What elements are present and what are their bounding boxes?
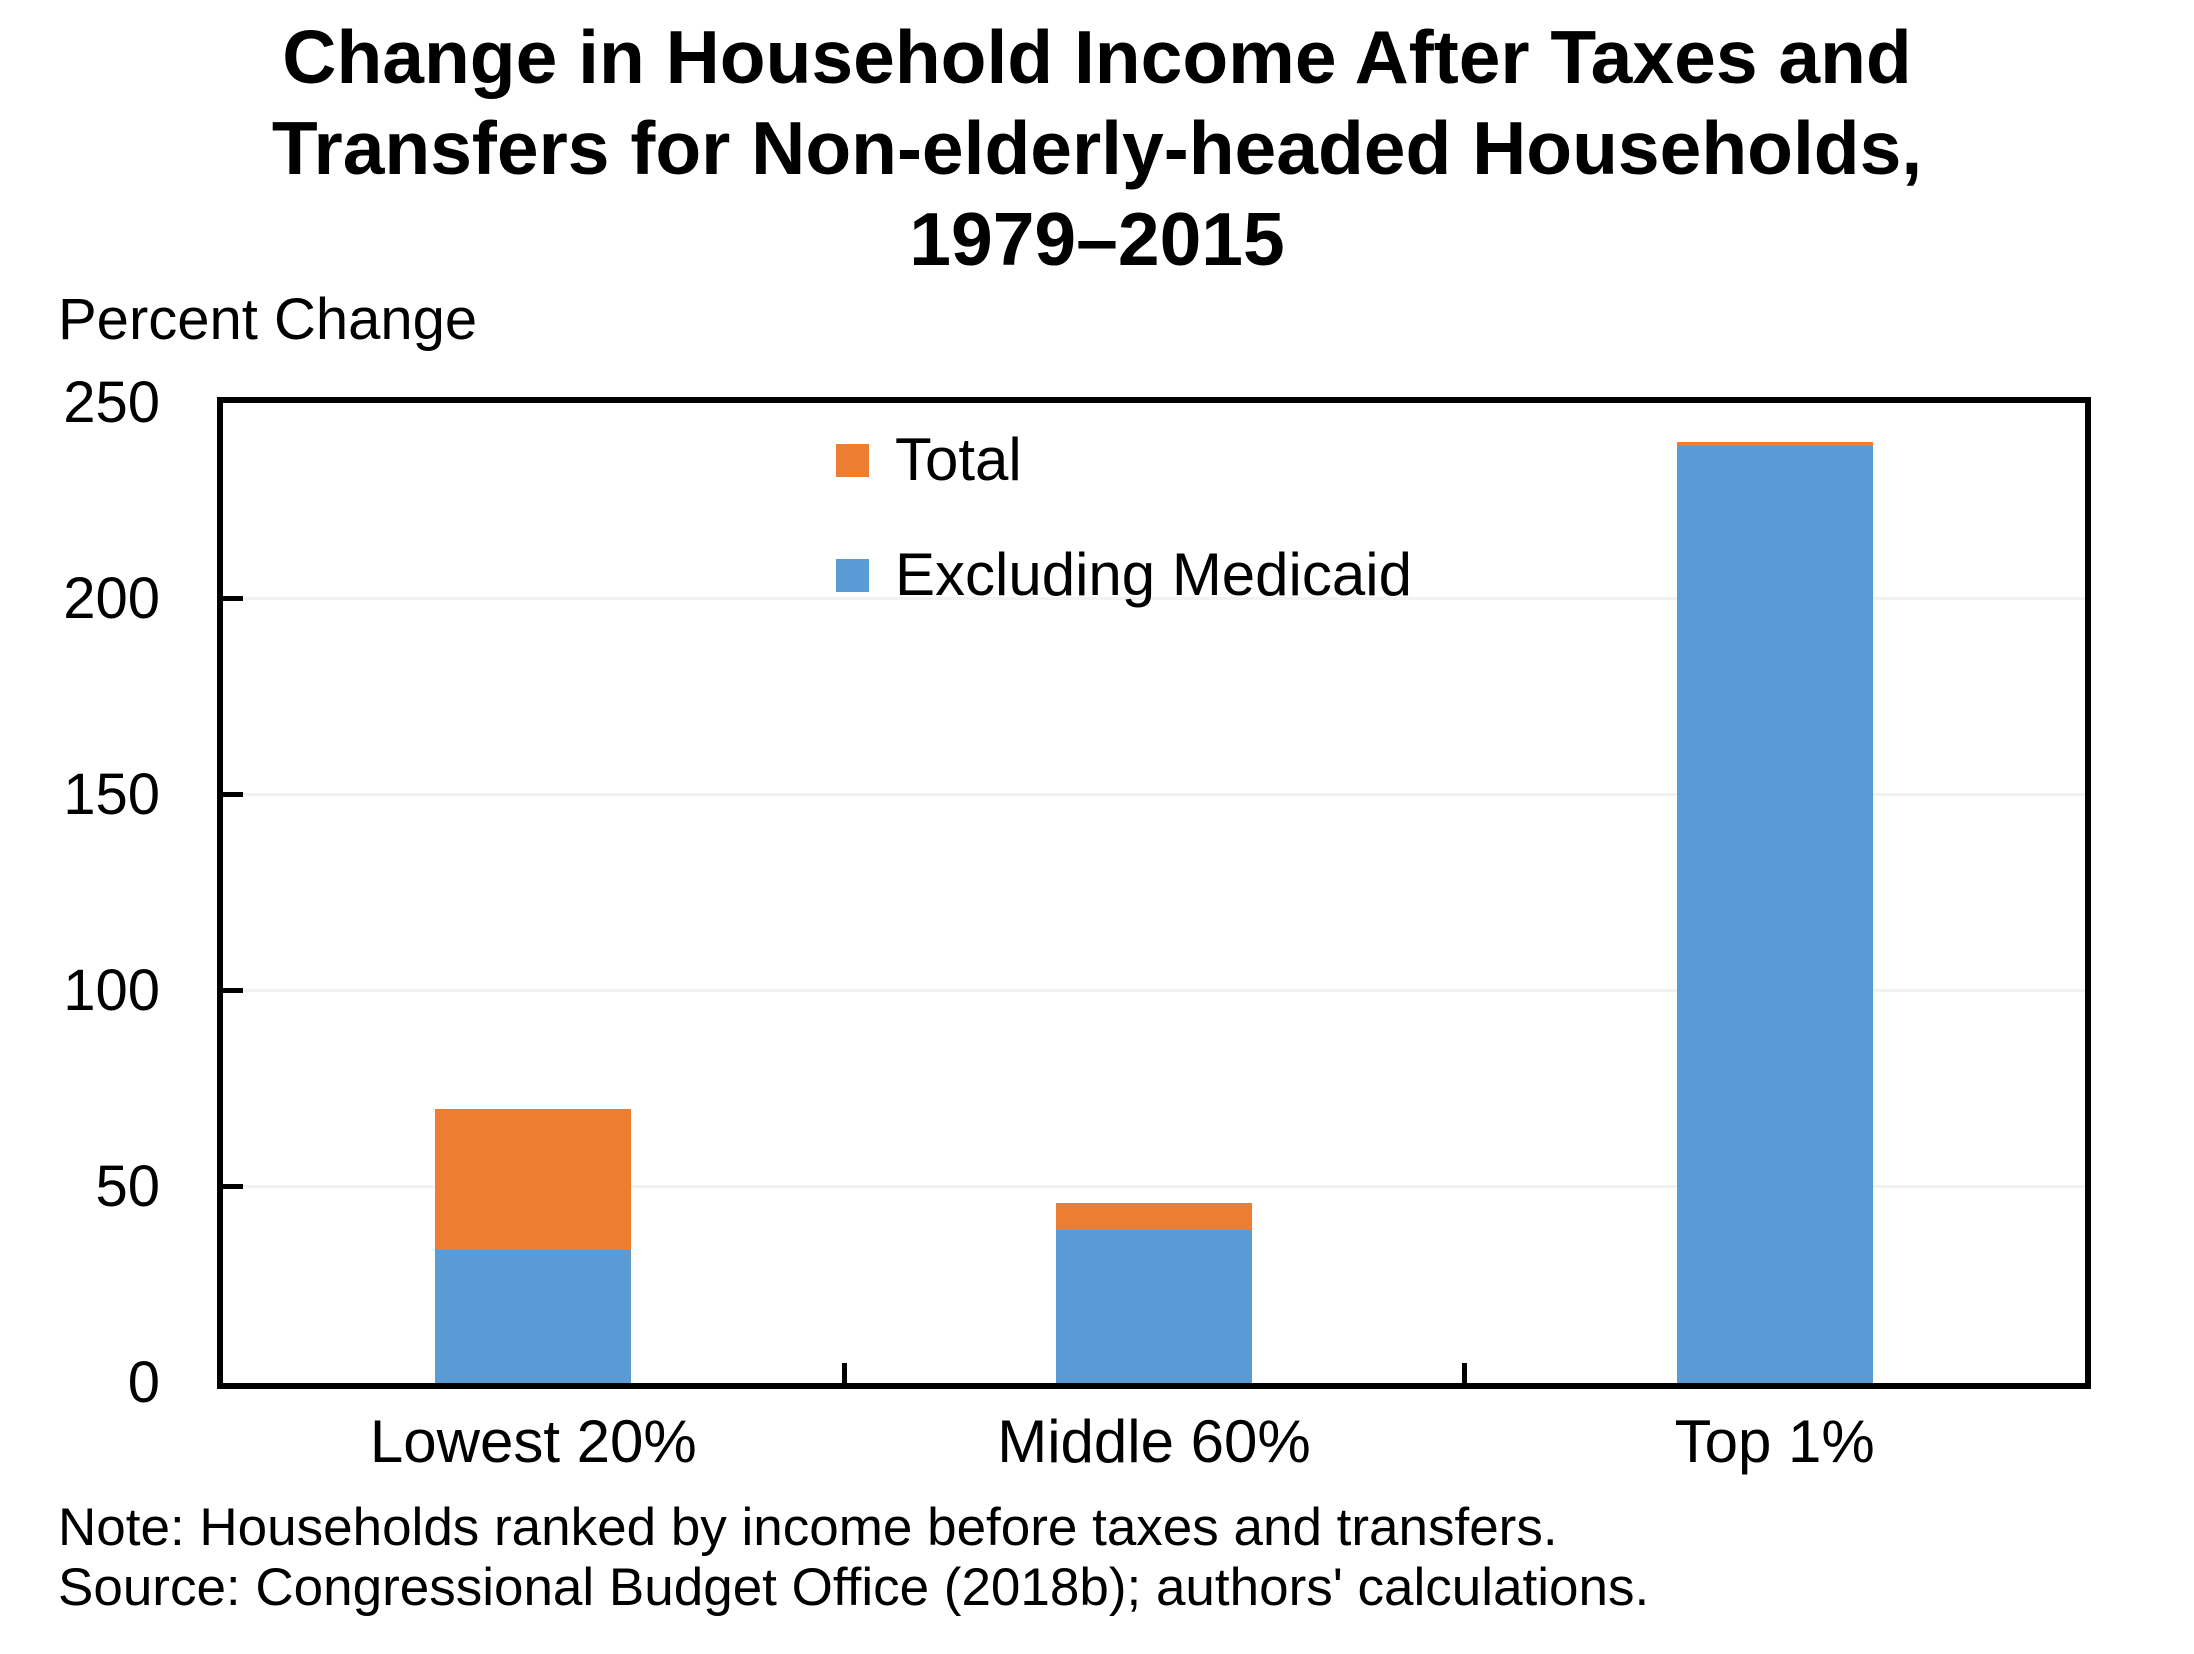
y-tickmark-100 — [223, 988, 243, 993]
y-tick-label-0: 0 — [127, 1350, 160, 1415]
plot-area: Total Excluding Medicaid — [217, 397, 2091, 1389]
y-tick-label-250: 250 — [63, 370, 160, 435]
y-axis-title: Percent Change — [58, 287, 478, 352]
gridline-50 — [223, 1185, 2085, 1188]
y-tick-label-200: 200 — [63, 566, 160, 631]
legend-item-total: Total — [836, 426, 1022, 493]
chart-title-line-3: 1979–2015 — [909, 197, 1285, 281]
legend-swatch-icon — [836, 558, 869, 592]
note-text: Note: Households ranked by income before… — [58, 1498, 1558, 1557]
gridline-100 — [223, 989, 2085, 992]
x-tickmark-1 — [841, 1363, 847, 1383]
y-tick-label-50: 50 — [95, 1154, 160, 1219]
legend-item-excluding-medicaid: Excluding Medicaid — [836, 541, 1412, 608]
legend-swatch-icon — [836, 443, 869, 477]
plot-inner: Total Excluding Medicaid — [223, 403, 2085, 1383]
x-tickmark-2 — [1462, 1363, 1468, 1383]
gridline-150 — [223, 793, 2085, 796]
y-tick-label-100: 100 — [63, 958, 160, 1023]
y-tick-label-150: 150 — [63, 762, 160, 827]
x-category-label-2: Middle 60% — [997, 1408, 1311, 1475]
chart-title-line-1: Change in Household Income After Taxes a… — [282, 15, 1912, 99]
y-tickmark-150 — [223, 792, 243, 797]
y-tickmark-50 — [223, 1184, 243, 1189]
legend-label: Excluding Medicaid — [895, 541, 1412, 608]
footnotes: Note: Households ranked by income before… — [58, 1498, 1649, 1618]
bar-excluding-medicaid-middle-60 — [1056, 1230, 1252, 1383]
bar-excluding-medicaid-top-1 — [1676, 446, 1873, 1383]
x-axis-labels: Lowest 20% Middle 60% Top 1% — [223, 1406, 2085, 1486]
chart-title: Change in Household Income After Taxes a… — [0, 12, 2194, 285]
gridline-200 — [223, 597, 2085, 600]
y-tickmark-200 — [223, 596, 243, 601]
source-text: Source: Congressional Budget Office (201… — [58, 1558, 1650, 1617]
bar-excluding-medicaid-lowest-20 — [435, 1249, 632, 1383]
x-category-label-1: Lowest 20% — [369, 1408, 697, 1475]
chart-title-line-2: Transfers for Non-elderly-headed Househo… — [271, 106, 1923, 190]
x-category-label-3: Top 1% — [1674, 1408, 1875, 1475]
legend-label: Total — [895, 426, 1022, 493]
